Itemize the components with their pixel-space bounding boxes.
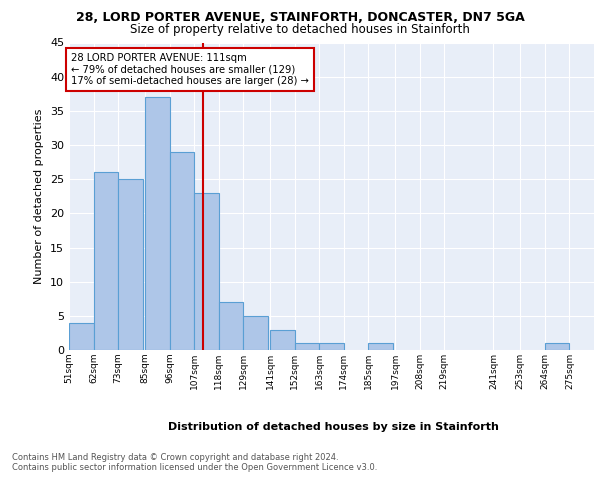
Bar (243, 316, 268, 350)
Text: Size of property relative to detached houses in Stainforth: Size of property relative to detached ho… (130, 22, 470, 36)
Bar (145, 97, 170, 350)
Bar (218, 302, 243, 350)
Bar (295, 343, 319, 350)
Bar (94, 172, 118, 350)
Bar (368, 343, 393, 350)
Bar (545, 343, 569, 350)
Bar (319, 343, 344, 350)
Bar (194, 193, 218, 350)
Bar (270, 330, 295, 350)
Text: 28 LORD PORTER AVENUE: 111sqm
← 79% of detached houses are smaller (129)
17% of : 28 LORD PORTER AVENUE: 111sqm ← 79% of d… (71, 52, 309, 86)
Bar (170, 152, 194, 350)
Text: 28, LORD PORTER AVENUE, STAINFORTH, DONCASTER, DN7 5GA: 28, LORD PORTER AVENUE, STAINFORTH, DONC… (76, 11, 524, 24)
Y-axis label: Number of detached properties: Number of detached properties (34, 108, 44, 284)
Text: Distribution of detached houses by size in Stainforth: Distribution of detached houses by size … (167, 422, 499, 432)
Text: Contains HM Land Registry data © Crown copyright and database right 2024.
Contai: Contains HM Land Registry data © Crown c… (12, 452, 377, 472)
Bar (69, 322, 94, 350)
Bar (118, 179, 143, 350)
